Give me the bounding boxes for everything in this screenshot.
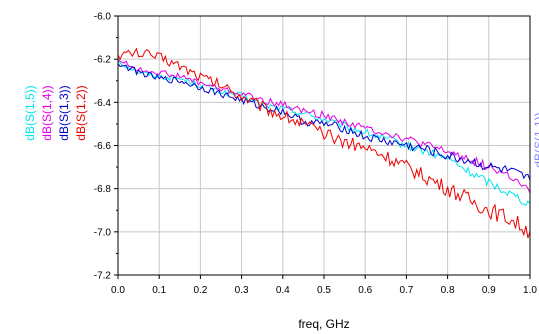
series-line-1 — [117, 60, 531, 207]
series-line-2 — [117, 58, 531, 194]
y-tick-label: -6.6 — [94, 141, 112, 152]
y-tick-label: -6.0 — [94, 12, 112, 23]
series-group — [117, 47, 531, 239]
y-tick-label: -6.8 — [94, 184, 112, 195]
x-tick-label: 0.4 — [276, 285, 290, 296]
axis-ticks: 0.0 0.1 0.2 0.3 0.4 0.5 0.6 0.7 0.8 0.9 1.0 -6.0 -6.… — [94, 12, 538, 297]
x-tick-label: 0.3 — [235, 285, 249, 296]
x-tick-label: 0.7 — [399, 285, 413, 296]
legend-label-1: dB(S(1,5)) — [23, 85, 37, 140]
series-line-4 — [117, 47, 531, 239]
x-axis-label: freq, GHz — [298, 317, 349, 331]
y-tick-label: -7.0 — [94, 227, 112, 238]
y-tick-label: -6.2 — [94, 55, 112, 66]
x-tick-label: 0.6 — [358, 285, 372, 296]
y-tick-label: -7.2 — [94, 271, 112, 282]
legend-left: dB(S(1,5)) dB(S(1,4)) dB(S(1,3)) dB(S(1,2)) — [23, 85, 88, 140]
legend-label-4: dB(S(1,2)) — [74, 85, 88, 140]
x-tick-label: 0.1 — [152, 285, 166, 296]
x-tick-label: 1.0 — [523, 285, 537, 296]
x-tick-label: 0.9 — [482, 285, 496, 296]
legend-right: dB(S(1,1)) — [532, 112, 539, 167]
x-tick-label: 0.5 — [317, 285, 331, 296]
x-tick-label: 0.0 — [111, 285, 125, 296]
series-line-3 — [117, 63, 531, 181]
x-tick-label: 0.2 — [193, 285, 207, 296]
legend-label-3: dB(S(1,3)) — [57, 85, 71, 140]
y-tick-label: -6.4 — [94, 98, 112, 109]
legend-label-2: dB(S(1,4)) — [40, 85, 54, 140]
x-tick-label: 0.8 — [441, 285, 455, 296]
legend-label-right: dB(S(1,1)) — [532, 112, 539, 167]
